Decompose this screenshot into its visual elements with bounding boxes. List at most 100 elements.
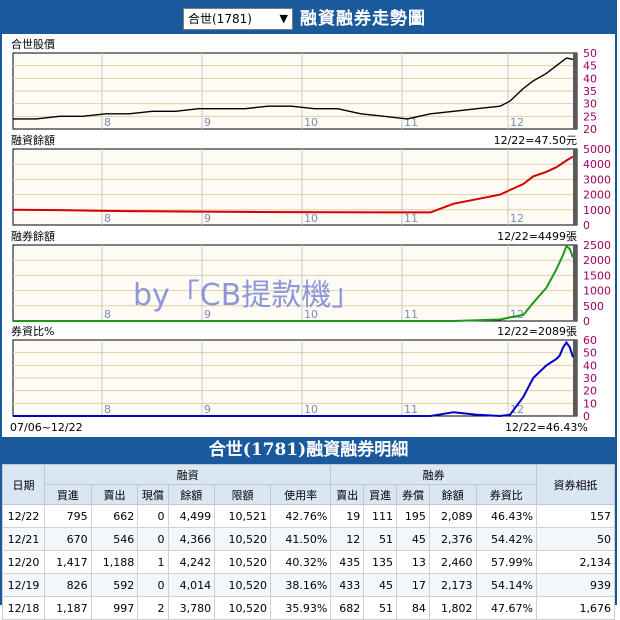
x-month-label: 11 <box>404 308 418 321</box>
y-tick-label: 2500 <box>583 239 611 252</box>
table-cell: 2,173 <box>428 573 477 597</box>
col-header: 券償 <box>396 484 430 505</box>
table-cell: 46.43% <box>475 504 538 528</box>
table-cell: 682 <box>330 596 365 620</box>
table-cell: 54.42% <box>475 527 538 551</box>
y-tick-label: 40 <box>583 359 597 372</box>
table-cell: 84 <box>396 596 430 620</box>
group-short: 融券 <box>330 464 537 485</box>
table-cell: 41.50% <box>269 527 332 551</box>
table-cell: 47.67% <box>475 596 538 620</box>
table-cell: 0 <box>137 504 169 528</box>
y-tick-label: 0 <box>583 219 590 232</box>
last-ratio: 12/22=46.43% <box>505 421 588 434</box>
table-cell: 50 <box>536 527 615 551</box>
y-tick-label: 500 <box>583 300 604 313</box>
table-cell: 19 <box>330 504 365 528</box>
table-cell: 157 <box>536 504 615 528</box>
table-body: 12/22 795 662 0 4,499 10,521 42.76% 19 111 195 2,0… <box>2 504 615 620</box>
table-cell: 10,520 <box>214 573 271 597</box>
table-cell: 4,014 <box>167 573 216 597</box>
x-month-label: 10 <box>304 403 318 416</box>
table-cell: 2,376 <box>428 527 477 551</box>
cell-date: 12/18 <box>2 596 45 620</box>
table-row: 12/22 795 662 0 4,499 10,521 42.76% 19 111 195 2,0… <box>2 504 615 528</box>
x-month-label: 10 <box>304 308 318 321</box>
y-tick-label: 0 <box>583 410 590 423</box>
table-cell: 997 <box>90 596 139 620</box>
stock-select[interactable]: 合世(1781) ▼ <box>183 8 293 30</box>
table-cell: 10,520 <box>214 527 271 551</box>
table-cell: 1 <box>137 550 169 574</box>
x-month-label: 10 <box>304 116 318 129</box>
y-tick-label: 45 <box>583 60 597 73</box>
panel-title: 券資比% <box>11 324 54 338</box>
table-cell: 17 <box>396 573 430 597</box>
panel-annotation: 12/22=4499張 <box>497 230 577 243</box>
table-cell: 433 <box>330 573 365 597</box>
series-line <box>12 155 574 214</box>
y-tick-label: 3000 <box>583 173 611 186</box>
x-month-label: 8 <box>104 116 111 129</box>
col-header: 券資比 <box>475 484 538 505</box>
x-month-label: 9 <box>204 403 211 416</box>
col-offset: 資券相抵 <box>536 464 615 505</box>
table-cell: 1,187 <box>44 596 92 620</box>
stock-select-value: 合世(1781) <box>188 12 252 26</box>
cell-date: 12/20 <box>2 550 45 574</box>
table-row: 12/19 826 592 0 4,014 10,520 38.16% 433 45 17 2,17… <box>2 573 615 597</box>
table-cell: 3,780 <box>167 596 216 620</box>
cell-date: 12/22 <box>2 504 45 528</box>
table-cell: 10,521 <box>214 504 271 528</box>
table-cell: 38.16% <box>269 573 332 597</box>
table-cell: 662 <box>90 504 139 528</box>
y-tick-label: 20 <box>583 385 597 398</box>
table-row: 12/20 1,417 1,188 1 4,242 10,520 40.32% 435 135 1… <box>2 550 615 574</box>
y-tick-label: 5000 <box>583 143 611 156</box>
date-range: 07/06~12/22 <box>10 421 83 434</box>
table-row: 12/21 670 546 0 4,366 10,520 41.50% 12 51 45 2,376… <box>2 527 615 551</box>
table-cell: 57.99% <box>475 550 538 574</box>
table-subheader: 買進 賣出 現償 餘額 限額 使用率 賣出 買進 券償 餘額 券資比 <box>3 484 615 505</box>
y-tick-label: 1500 <box>583 269 611 282</box>
table-row: 12/18 1,187 997 2 3,780 10,520 35.93% 682 51 84 1,… <box>2 596 615 620</box>
y-tick-label: 25 <box>583 110 597 123</box>
plot-area <box>12 148 578 226</box>
series-line <box>13 244 574 322</box>
y-tick-label: 50 <box>583 47 597 60</box>
table-cell: 12 <box>330 527 365 551</box>
table-cell: 195 <box>396 504 430 528</box>
x-month-label: 10 <box>304 212 318 225</box>
table-cell: 592 <box>90 573 139 597</box>
y-tick-label: 30 <box>583 98 597 111</box>
col-header: 買進 <box>44 484 92 505</box>
right-axis-bar <box>573 340 577 416</box>
table-cell: 42.76% <box>269 504 332 528</box>
col-header: 限額 <box>214 484 271 505</box>
table-cell: 13 <box>396 550 430 574</box>
table-cell: 0 <box>137 573 169 597</box>
table-cell: 939 <box>536 573 615 597</box>
table-cell: 45 <box>396 527 430 551</box>
table-cell: 1,188 <box>90 550 139 574</box>
table-cell: 40.32% <box>269 550 332 574</box>
col-header: 餘額 <box>428 484 477 505</box>
table-cell: 51 <box>363 596 398 620</box>
y-tick-label: 1000 <box>583 285 611 298</box>
watermark-text: by「CB提款機」 <box>133 278 362 313</box>
table-cell: 2,089 <box>428 504 477 528</box>
table-cell: 0 <box>137 527 169 551</box>
group-margin: 融資 <box>43 464 332 485</box>
table-cell: 435 <box>330 550 365 574</box>
table-cell: 111 <box>363 504 398 528</box>
panel-annotation: 12/22=47.50元 <box>494 134 577 147</box>
panel-title: 融資餘額 <box>11 133 55 147</box>
table-cell: 826 <box>44 573 92 597</box>
table-cell: 546 <box>90 527 139 551</box>
cell-date: 12/21 <box>2 527 45 551</box>
chevron-down-icon: ▼ <box>279 12 288 25</box>
x-month-label: 12 <box>510 116 524 129</box>
panel-annotation: 12/22=2089張 <box>497 325 577 338</box>
table-cell: 51 <box>363 527 398 551</box>
